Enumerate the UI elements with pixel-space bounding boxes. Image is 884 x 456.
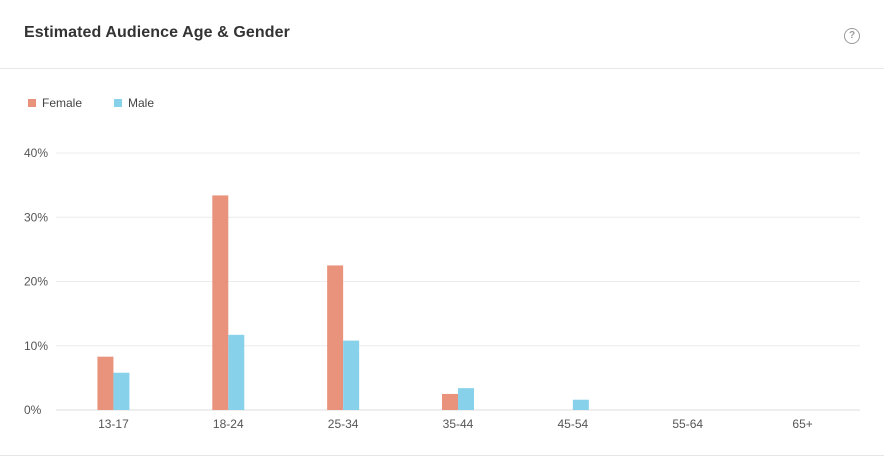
bar-male-13-17: [113, 372, 130, 410]
bar-male-18-24: [228, 334, 245, 410]
bar-female-25-34: [327, 265, 344, 410]
card-title: Estimated Audience Age & Gender: [24, 24, 290, 41]
question-circle-icon[interactable]: ?: [844, 28, 860, 44]
x-tick-label: 35-44: [443, 417, 474, 431]
x-tick-label: 65+: [792, 417, 812, 431]
y-tick-label: 10%: [24, 339, 48, 353]
x-tick-label: 18-24: [213, 417, 244, 431]
bar-female-18-24: [212, 195, 229, 410]
bar-female-35-44: [442, 393, 458, 410]
bar-male-45-54: [572, 399, 589, 410]
y-tick-label: 30%: [24, 210, 48, 224]
x-tick-label: 25-34: [328, 417, 359, 431]
bar-female-13-17: [97, 356, 114, 410]
bar-male-35-44: [458, 388, 474, 410]
x-tick-label: 45-54: [558, 417, 589, 431]
female-swatch: [28, 99, 36, 107]
legend-item-female[interactable]: Female: [28, 96, 82, 110]
bar-male-25-34: [343, 340, 360, 410]
y-tick-label: 0%: [24, 403, 42, 417]
legend-label-female: Female: [42, 96, 83, 110]
card-header: Estimated Audience Age & Gender ?: [0, 0, 884, 69]
legend-item-male[interactable]: Male: [114, 96, 154, 110]
x-tick-label: 55-64: [672, 417, 703, 431]
x-tick-label: 13-17: [98, 417, 129, 431]
y-tick-label: 40%: [24, 146, 48, 160]
male-swatch: [114, 99, 123, 107]
y-tick-label: 20%: [24, 275, 48, 289]
legend-label-male: Male: [128, 96, 155, 110]
chart-legend: Female Male: [28, 96, 154, 110]
